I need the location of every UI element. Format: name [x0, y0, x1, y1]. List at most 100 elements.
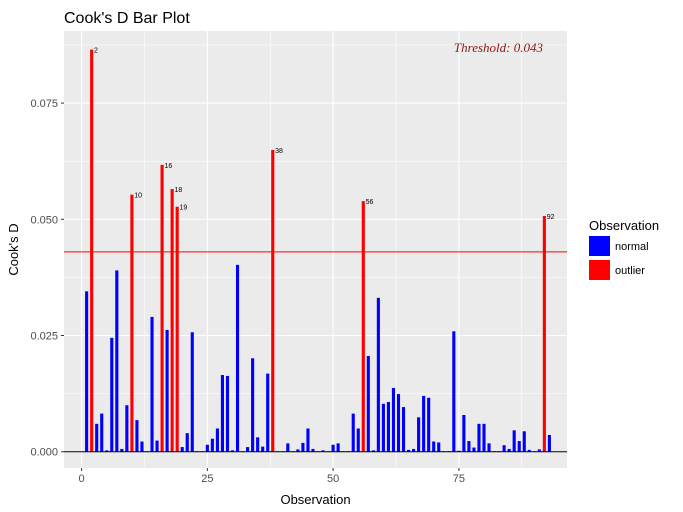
bar-normal: [477, 423, 481, 452]
bar-normal: [266, 373, 270, 452]
y-tick-label: 0.075: [30, 98, 58, 110]
bar-normal: [180, 447, 184, 452]
bar-normal: [502, 445, 506, 452]
y-axis-title: Cook's D: [6, 223, 21, 275]
bar-normal: [417, 417, 421, 452]
y-axis-ticks: 0.000 0.025 0.050 0.075: [30, 98, 64, 459]
bar-normal: [401, 407, 406, 452]
x-tick-label: 50: [327, 473, 339, 485]
bar-normal: [462, 415, 466, 452]
bar-normal: [205, 444, 209, 452]
bar-normal: [437, 442, 441, 452]
bar-normal: [246, 447, 250, 452]
bar-normal: [150, 316, 154, 452]
bars-group: [64, 49, 567, 453]
bar-normal: [412, 448, 416, 452]
bar-normal: [517, 441, 521, 452]
legend-label-outlier: outlier: [615, 265, 645, 277]
outlier-label: 2: [94, 48, 98, 55]
bar-normal: [351, 413, 355, 452]
bar-normal: [376, 297, 380, 452]
bar-normal: [120, 448, 124, 452]
bar-normal: [165, 329, 169, 452]
bar-normal: [371, 450, 375, 452]
outlier-labels-group: 2 10 16 18 19 38 56 92: [94, 48, 555, 221]
outlier-label: 92: [547, 214, 555, 221]
bar-normal: [537, 449, 541, 452]
bar-normal: [155, 440, 159, 452]
y-tick-label: 0.050: [30, 214, 58, 226]
bar-outlier: [160, 164, 164, 452]
bar-normal: [95, 423, 99, 452]
bar-normal: [432, 441, 436, 452]
bar-normal: [487, 443, 491, 452]
bar-normal: [306, 428, 310, 452]
bar-normal: [547, 434, 551, 452]
bar-normal: [406, 449, 411, 452]
bar-outlier: [542, 216, 546, 452]
chart-title: Cook's D Bar Plot: [64, 10, 190, 27]
bar-normal: [230, 450, 235, 452]
bar-normal: [210, 438, 214, 452]
bar-outlier: [271, 150, 275, 452]
bar-normal: [140, 441, 144, 452]
bar-normal: [296, 449, 300, 452]
legend-title: Observation: [589, 218, 659, 233]
legend-swatch-outlier: [589, 260, 610, 280]
bar-outlier: [130, 194, 134, 452]
bar-normal: [286, 443, 290, 452]
bar-normal: [85, 291, 89, 452]
legend: Observation normal outlier: [589, 218, 659, 280]
bar-normal: [512, 430, 516, 452]
bar-normal: [256, 437, 260, 452]
bar-normal: [235, 264, 240, 452]
bar-normal: [321, 450, 325, 452]
bar-normal: [381, 403, 385, 452]
outlier-label: 38: [275, 148, 283, 155]
x-tick-label: 25: [201, 473, 213, 485]
bar-normal: [311, 448, 315, 452]
bar-normal: [527, 449, 531, 452]
bar-normal: [135, 420, 139, 452]
legend-label-normal: normal: [615, 241, 649, 253]
legend-swatch-normal: [589, 236, 610, 256]
bar-normal: [115, 270, 119, 452]
outlier-label: 18: [175, 187, 183, 194]
bar-normal: [422, 395, 426, 452]
outlier-label: 56: [366, 199, 374, 206]
bar-normal: [482, 423, 486, 452]
y-tick-label: 0.000: [30, 447, 58, 459]
bar-normal: [110, 337, 114, 452]
x-tick-label: 75: [453, 473, 465, 485]
bar-normal: [225, 375, 230, 452]
bar-normal: [427, 397, 431, 452]
bar-normal: [185, 433, 189, 452]
bar-outlier: [361, 201, 365, 452]
bar-outlier: [175, 206, 179, 452]
bar-normal: [251, 358, 255, 452]
bar-normal: [100, 413, 104, 452]
bar-normal: [261, 446, 265, 452]
bar-normal: [472, 447, 476, 452]
bar-outlier: [170, 189, 174, 452]
bar-normal: [507, 448, 511, 452]
bar-outlier: [90, 49, 94, 452]
outlier-label: 19: [180, 205, 188, 212]
bar-normal: [452, 331, 456, 452]
bar-normal: [190, 332, 194, 452]
x-axis-title: Observation: [280, 492, 350, 507]
bar-normal: [396, 394, 401, 452]
x-tick-label: 0: [79, 473, 85, 485]
bar-normal: [301, 442, 305, 452]
bar-normal: [356, 428, 360, 452]
plot-panel: [64, 31, 567, 468]
outlier-label: 16: [164, 163, 172, 170]
outlier-label: 10: [134, 193, 142, 200]
bar-normal: [125, 405, 129, 452]
bar-normal: [336, 443, 340, 452]
bar-normal: [391, 388, 396, 452]
x-axis-ticks: 0 25 50 75: [79, 468, 465, 485]
bar-normal: [331, 444, 335, 452]
